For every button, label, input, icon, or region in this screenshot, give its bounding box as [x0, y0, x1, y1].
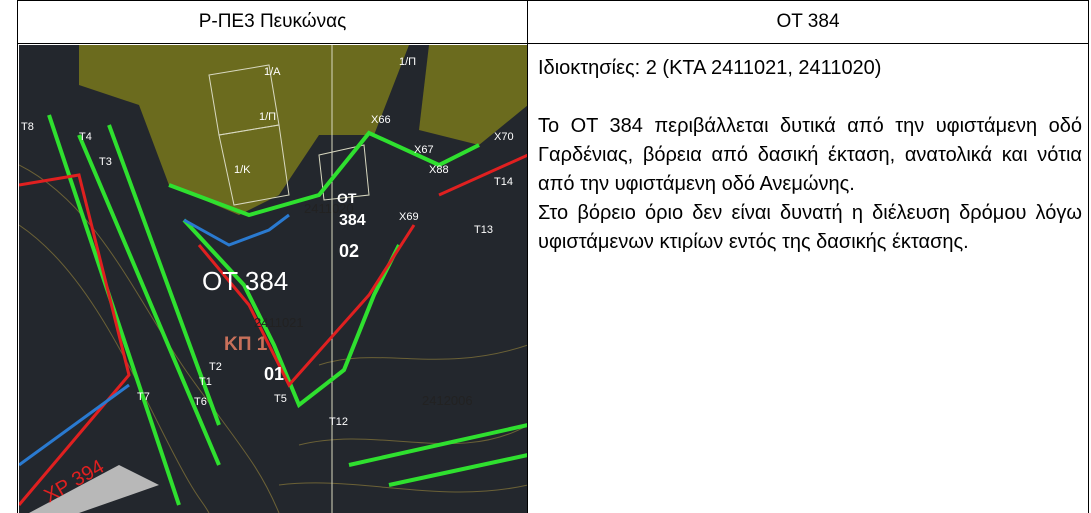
map-label: 1/Π	[399, 56, 416, 68]
map-label: 01	[264, 364, 284, 384]
ownership: Ιδιοκτησίες: 2 (ΚΤΑ 2411021, 2411020)	[538, 54, 1082, 83]
map-label: T13	[474, 224, 493, 236]
map-label: T6	[194, 396, 207, 408]
map-label: T3	[99, 156, 112, 168]
map-label: T5	[274, 393, 287, 405]
map-label: 2411021	[254, 315, 304, 330]
map-label: T8	[21, 121, 34, 133]
map-label: T7	[137, 391, 150, 403]
map-label: 2412006	[422, 393, 473, 408]
map-label: X88	[429, 164, 449, 176]
map-label: 02	[339, 241, 359, 261]
map-label: X67	[414, 144, 434, 156]
header-cell: ΟΤ 384	[527, 0, 1089, 44]
map-label: T4	[79, 131, 92, 143]
map-label: T1	[199, 376, 212, 388]
map-label: X70	[494, 131, 514, 143]
paragraph: Στο βόρειο όριο δεν είναι δυνατή η διέλε…	[538, 199, 1082, 257]
map-label: 1/Π	[259, 111, 276, 123]
paragraph: Το ΟΤ 384 περιβάλλεται δυτικά από την υφ…	[538, 112, 1082, 199]
map-label: T14	[494, 176, 513, 188]
header-cell: Ρ-ΠΕ3 Πευκώνας	[17, 0, 528, 44]
table: Ρ-ΠΕ3 Πευκώνας ΟΤ 384 ΟΤ 384ΚΠ 10102384Ο…	[0, 0, 1091, 508]
text-cell: Ιδιοκτησίες: 2 (ΚΤΑ 2411021, 2411020) Το…	[527, 43, 1089, 513]
map-label: T2	[209, 361, 222, 373]
map-label: X69	[399, 211, 419, 223]
map-label: ΟΤ 384	[202, 266, 288, 296]
map-label: 1/Κ	[234, 164, 251, 176]
map-label: T12	[329, 416, 348, 428]
map-label: 1/Α	[264, 66, 281, 78]
map-label: 2411020	[304, 201, 354, 216]
page: Ρ-ΠΕ3 Πευκώνας ΟΤ 384 ΟΤ 384ΚΠ 10102384Ο…	[0, 0, 1091, 508]
map-label: ΚΠ 1	[224, 334, 268, 355]
map-label: X66	[371, 114, 391, 126]
